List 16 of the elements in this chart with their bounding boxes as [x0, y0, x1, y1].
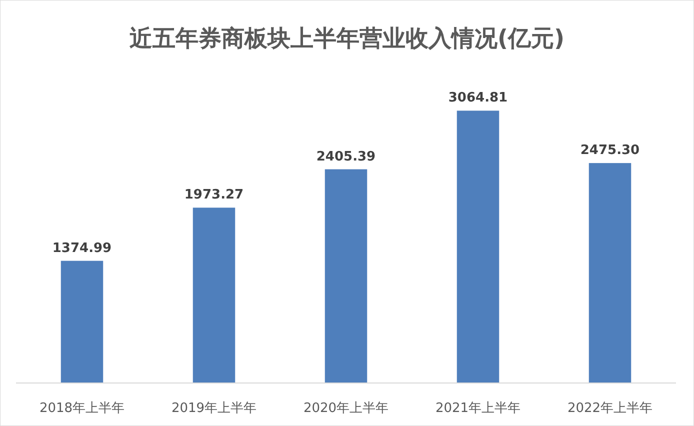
data-label: 3064.81	[448, 90, 508, 106]
x-tick-label: 2020年上半年	[303, 401, 389, 416]
bar	[456, 110, 500, 383]
bar	[60, 260, 104, 383]
chart-title: 近五年券商板块上半年营业收入情况(亿元)	[128, 25, 565, 52]
bar	[192, 208, 236, 383]
data-label: 1973.27	[184, 188, 244, 203]
data-label: 2475.30	[580, 143, 640, 158]
data-label: 2405.39	[316, 149, 376, 164]
x-tick-label: 2022年上半年	[567, 401, 653, 416]
bar	[324, 169, 368, 383]
x-tick-label: 2018年上半年	[39, 401, 125, 416]
data-label: 1374.99	[52, 240, 112, 256]
bar	[588, 163, 632, 383]
x-tick-label: 2021年上半年	[435, 401, 521, 416]
x-tick-label: 2019年上半年	[171, 401, 257, 416]
